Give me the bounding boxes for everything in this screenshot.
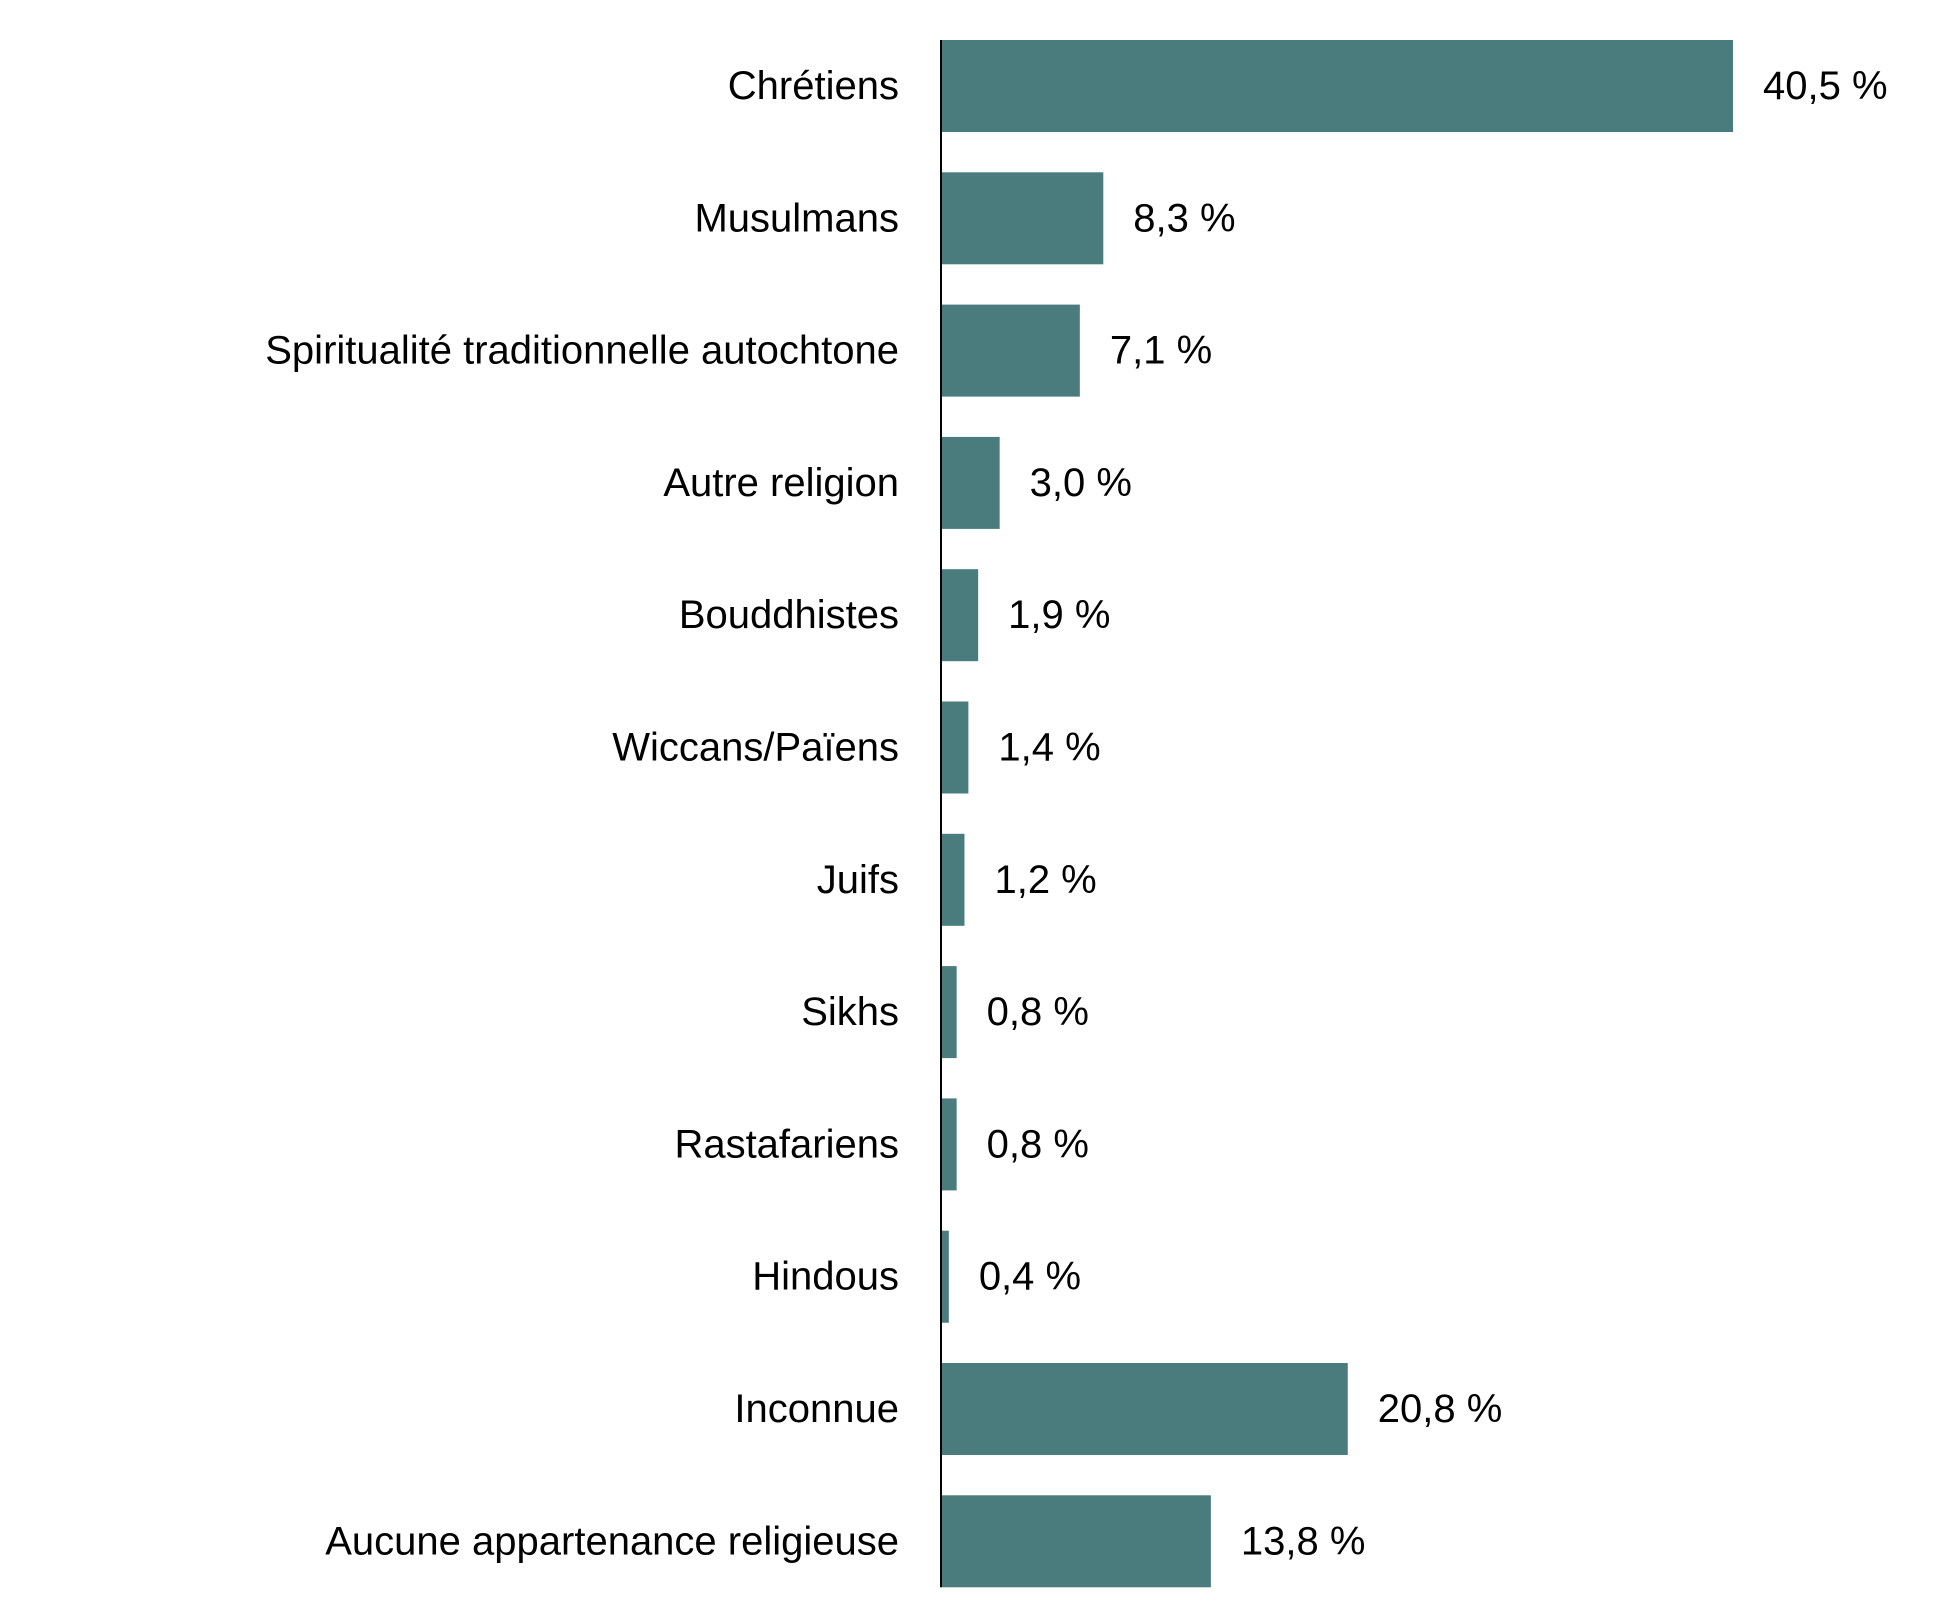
value-label: 0,8 % <box>987 990 1089 1034</box>
value-label: 0,8 % <box>987 1122 1089 1166</box>
category-label: Rastafariens <box>674 1122 899 1166</box>
value-label: 0,4 % <box>979 1255 1081 1299</box>
value-label: 8,3 % <box>1133 196 1235 240</box>
bar <box>941 1098 957 1191</box>
bar <box>941 1230 949 1323</box>
value-label: 1,4 % <box>998 726 1100 770</box>
category-label: Chrétiens <box>728 64 899 108</box>
bar <box>941 1495 1211 1588</box>
bar <box>941 1363 1348 1455</box>
value-label: 1,2 % <box>994 858 1096 902</box>
bar <box>941 966 957 1059</box>
category-label: Spiritualité traditionnelle autochtone <box>265 329 899 373</box>
bars <box>941 40 1733 1588</box>
value-label: 13,8 % <box>1241 1519 1366 1563</box>
value-label: 7,1 % <box>1110 329 1212 373</box>
category-label: Juifs <box>817 858 899 902</box>
category-labels: Chrétiens Musulmans Spiritualité tradition… <box>265 64 899 1563</box>
bar <box>941 172 1104 265</box>
value-label: 40,5 % <box>1763 64 1888 108</box>
category-label: Autre religion <box>663 461 899 505</box>
value-label: 3,0 % <box>1030 461 1132 505</box>
category-label: Inconnue <box>734 1387 899 1431</box>
category-label: Hindous <box>752 1255 899 1299</box>
category-label: Musulmans <box>694 196 899 240</box>
category-label: Sikhs <box>801 990 899 1034</box>
bar <box>941 569 979 662</box>
bar <box>941 701 969 794</box>
value-labels: 40,5 % 8,3 % 7,1 % 3,0 % 1,9 % 1,4 % 1,2 % 0,8 … <box>979 64 1888 1563</box>
value-label: 1,9 % <box>1008 593 1110 637</box>
category-label: Wiccans/Païens <box>612 726 899 770</box>
category-label: Aucune appartenance religieuse <box>325 1519 899 1563</box>
bar <box>941 40 1733 132</box>
category-label: Bouddhistes <box>679 593 899 637</box>
value-label: 20,8 % <box>1378 1387 1503 1431</box>
bar <box>941 304 1080 397</box>
bar <box>941 833 965 926</box>
bar <box>941 436 1000 529</box>
